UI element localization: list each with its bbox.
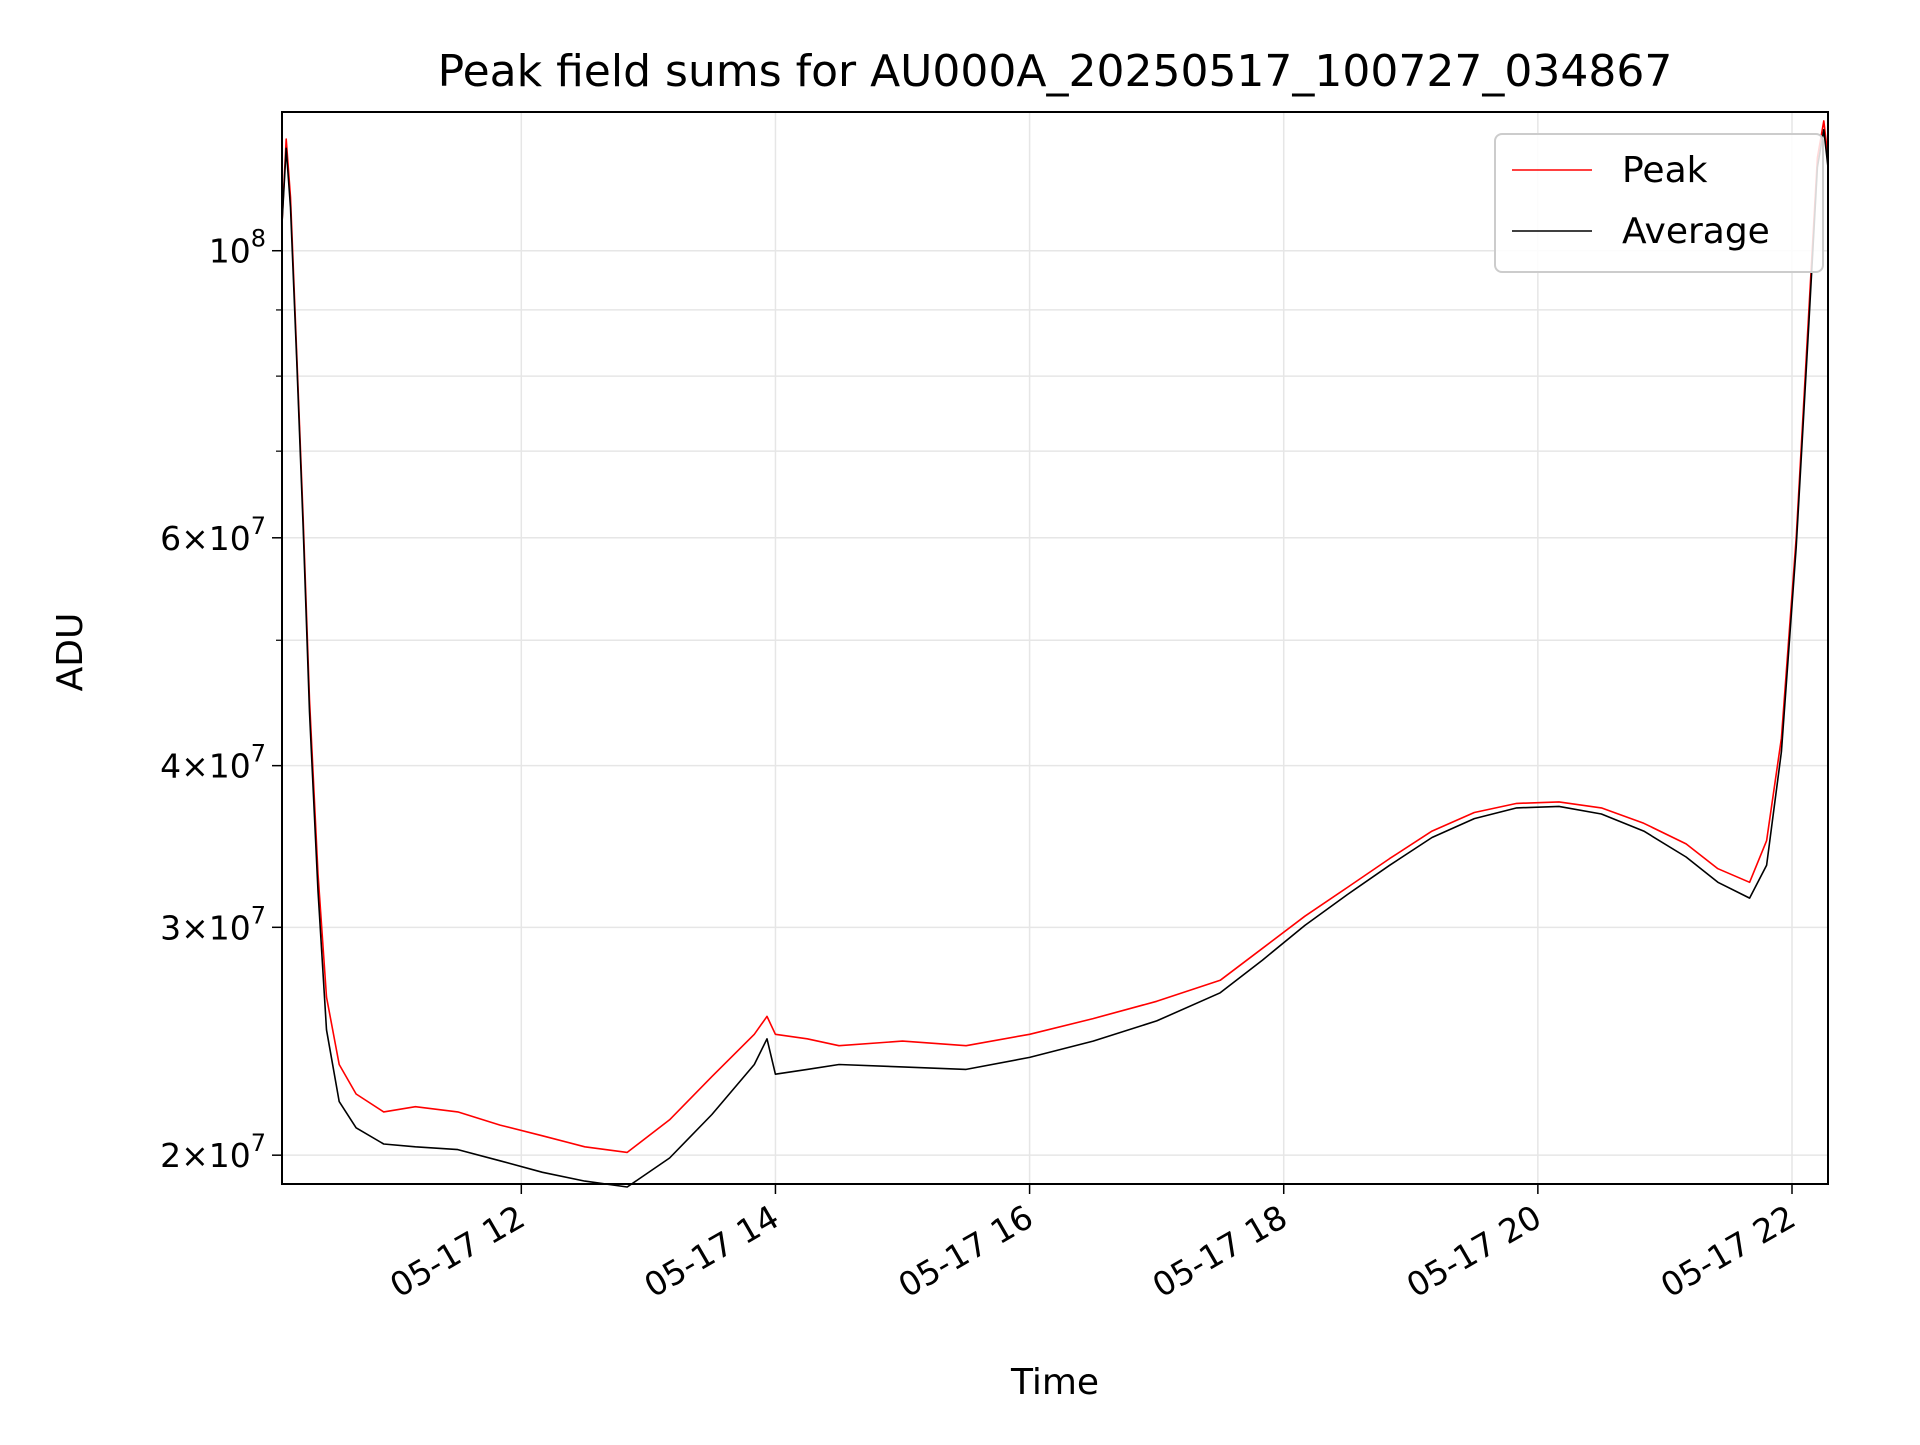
y-tick-label: 4×107: [160, 740, 266, 786]
y-tick-label: 3×107: [160, 901, 266, 947]
y-tick-label: 2×107: [160, 1129, 266, 1175]
y-tick-base: 10: [209, 908, 251, 947]
y-tick-base: 10: [209, 747, 251, 786]
y-tick-mantissa: 3: [160, 908, 181, 947]
y-tick-exponent: 7: [251, 1129, 266, 1157]
y-tick-base: 10: [209, 519, 251, 558]
y-tick-label: 6×107: [160, 512, 266, 558]
legend: Peak Average: [1494, 133, 1824, 273]
legend-label-peak: Peak: [1622, 150, 1708, 191]
y-tick-times: ×: [181, 747, 209, 786]
y-tick-mantissa: 2: [160, 1136, 181, 1175]
y-tick-label: 108: [209, 225, 266, 271]
y-axis-label: ADU: [50, 613, 91, 692]
y-tick-exponent: 8: [251, 225, 266, 253]
y-tick-exponent: 7: [251, 740, 266, 768]
y-tick-times: ×: [181, 908, 209, 947]
y-tick-base: 10: [209, 1136, 251, 1175]
legend-label-average: Average: [1622, 211, 1770, 252]
chart-title: Peak field sums for AU000A_20250517_1007…: [438, 46, 1673, 97]
plot-frame: [281, 111, 1829, 1185]
y-tick-times: ×: [181, 519, 209, 558]
y-tick-times: ×: [181, 1136, 209, 1175]
y-tick-exponent: 7: [251, 512, 266, 540]
y-tick-base: 10: [209, 232, 251, 271]
y-tick-mantissa: 6: [160, 519, 181, 558]
series-line-average: [281, 129, 1829, 1188]
y-tick-mantissa: 4: [160, 747, 181, 786]
series-layer: [281, 120, 1829, 1188]
y-tick-exponent: 7: [251, 901, 266, 929]
series-line-peak: [281, 120, 1829, 1154]
x-axis-label: Time: [1010, 1362, 1099, 1403]
legend-box: [1494, 133, 1824, 273]
